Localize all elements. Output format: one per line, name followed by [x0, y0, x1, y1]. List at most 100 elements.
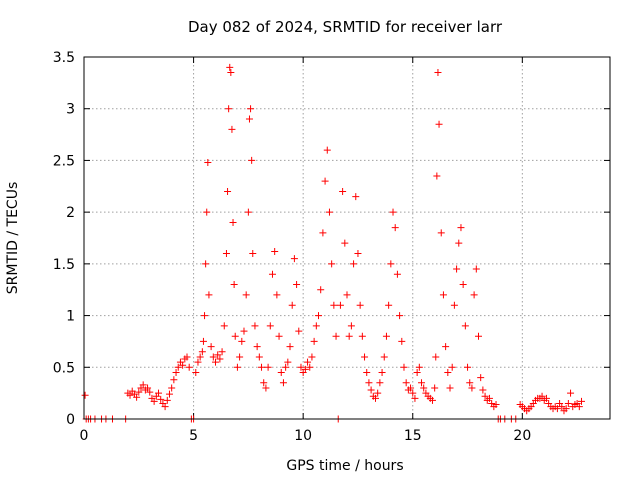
data-point [558, 403, 566, 411]
data-point [161, 403, 169, 411]
data-point [244, 208, 252, 216]
data-point [144, 384, 152, 392]
data-point [268, 270, 276, 278]
data-point [279, 379, 287, 387]
data-point [352, 193, 360, 201]
data-point [245, 115, 253, 123]
data-point [350, 260, 358, 268]
data-point [380, 353, 388, 361]
data-point [365, 379, 373, 387]
y-tick-label: 0 [66, 412, 75, 428]
data-point [434, 69, 442, 77]
data-point [396, 312, 404, 320]
data-point [172, 368, 180, 376]
data-point [371, 394, 379, 402]
data-point [170, 376, 178, 384]
data-point [450, 301, 458, 309]
x-tick-label: 10 [294, 428, 312, 444]
data-point [367, 386, 375, 394]
data-point [242, 291, 250, 299]
data-point [457, 224, 465, 232]
data-point [205, 291, 213, 299]
data-point [225, 105, 233, 113]
data-point [376, 379, 384, 387]
data-point [461, 322, 469, 330]
data-point [135, 388, 143, 396]
data-point [155, 389, 163, 397]
data-point [295, 327, 303, 335]
data-point [157, 395, 165, 403]
data-point [255, 353, 263, 361]
data-point [361, 353, 369, 361]
data-point [341, 239, 349, 247]
data-point [304, 358, 312, 366]
data-point [437, 229, 445, 237]
data-point [220, 322, 228, 330]
data-point [418, 379, 426, 387]
data-point [258, 363, 266, 371]
y-tick-label: 1 [66, 309, 75, 325]
data-point [435, 120, 443, 128]
data-point [415, 363, 423, 371]
data-point [126, 391, 134, 399]
data-point [407, 384, 415, 392]
data-point [542, 394, 550, 402]
data-point [185, 363, 193, 371]
data-point [464, 363, 472, 371]
data-point [387, 260, 395, 268]
data-point [312, 322, 320, 330]
data-point [466, 379, 474, 387]
data-point [459, 281, 467, 289]
data-point [479, 386, 487, 394]
x-axis-label: GPS time / hours [286, 458, 403, 474]
data-point [290, 255, 298, 263]
data-point [282, 363, 290, 371]
data-point [216, 355, 224, 363]
data-point [192, 368, 200, 376]
data-point [201, 312, 209, 320]
data-point [212, 358, 219, 366]
data-point [409, 389, 417, 397]
data-point [310, 337, 318, 345]
data-point [222, 250, 230, 258]
x-tick-label: 5 [189, 428, 198, 444]
data-point [492, 401, 500, 409]
data-point [343, 291, 351, 299]
data-point [174, 363, 182, 371]
data-point [315, 312, 323, 320]
data-point [288, 301, 296, 309]
data-point [553, 405, 561, 413]
y-tick-label: 1.5 [53, 257, 75, 273]
y-tick-label: 2 [66, 205, 75, 221]
data-point [248, 156, 256, 164]
data-point [81, 391, 89, 399]
data-point [264, 363, 272, 371]
data-point [325, 208, 333, 216]
data-point [328, 260, 336, 268]
x-tick-label: 15 [404, 428, 422, 444]
data-point [284, 358, 292, 366]
data-point [393, 270, 401, 278]
data-point [266, 322, 274, 330]
data-point [196, 353, 204, 361]
data-point [319, 229, 327, 237]
data-point [204, 158, 212, 166]
data-point [374, 389, 382, 397]
data-point [428, 396, 436, 404]
x-tick-label: 0 [80, 428, 89, 444]
data-point [273, 291, 281, 299]
data-point [214, 351, 222, 359]
x-tick-label: 20 [513, 428, 531, 444]
data-point [564, 399, 572, 407]
data-point [578, 397, 586, 405]
data-point [470, 291, 478, 299]
data-point [230, 281, 238, 289]
data-point [209, 353, 217, 361]
data-point [286, 343, 294, 351]
data-point [336, 301, 344, 309]
data-point [247, 105, 255, 113]
data-point [275, 332, 283, 340]
data-point [202, 260, 210, 268]
data-point [249, 250, 257, 258]
